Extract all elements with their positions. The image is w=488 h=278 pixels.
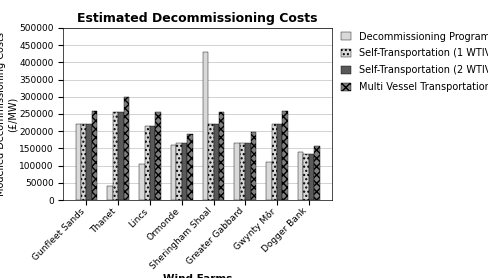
Bar bbox=[304, 154, 309, 200]
Bar bbox=[113, 112, 118, 200]
Bar bbox=[187, 134, 193, 200]
Title: Estimated Decommissioning Costs: Estimated Decommissioning Costs bbox=[78, 12, 318, 25]
Bar bbox=[240, 143, 245, 200]
Bar bbox=[182, 143, 187, 200]
Bar bbox=[107, 186, 113, 200]
Bar bbox=[298, 152, 304, 200]
Bar bbox=[118, 112, 123, 200]
Bar bbox=[123, 97, 129, 200]
Bar bbox=[245, 143, 251, 200]
Bar bbox=[144, 126, 150, 200]
Bar bbox=[86, 124, 92, 200]
Bar bbox=[76, 124, 81, 200]
Y-axis label: Modelled Decommissioning Costs
(£/MW): Modelled Decommissioning Costs (£/MW) bbox=[0, 32, 18, 196]
Bar bbox=[214, 124, 219, 200]
Legend: Decommissioning Programmes, Self-Transportation (1 WTIV), Self-Transportation (2: Decommissioning Programmes, Self-Transpo… bbox=[337, 28, 488, 96]
Bar bbox=[176, 143, 182, 200]
Bar bbox=[92, 111, 97, 200]
X-axis label: Wind Farms: Wind Farms bbox=[163, 274, 232, 278]
Bar bbox=[266, 162, 272, 200]
Bar bbox=[272, 124, 277, 200]
Bar bbox=[203, 52, 208, 200]
Bar bbox=[277, 124, 283, 200]
Bar bbox=[309, 154, 314, 200]
Bar bbox=[219, 111, 224, 200]
Bar bbox=[171, 145, 176, 200]
Bar bbox=[283, 111, 288, 200]
Bar bbox=[251, 132, 256, 200]
Bar bbox=[235, 143, 240, 200]
Bar bbox=[81, 124, 86, 200]
Bar bbox=[208, 124, 214, 200]
Bar bbox=[150, 126, 155, 200]
Bar bbox=[139, 164, 144, 200]
Bar bbox=[155, 112, 161, 200]
Bar bbox=[314, 146, 320, 200]
